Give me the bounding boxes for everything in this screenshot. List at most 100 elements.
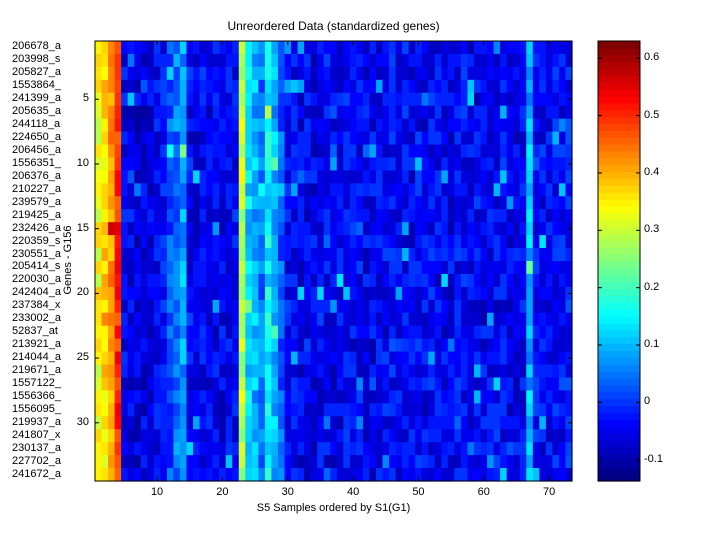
heatmap-cell (421, 261, 429, 275)
heatmap-cell (297, 196, 305, 210)
heatmap-cell (147, 105, 155, 120)
heatmap-cell (493, 53, 501, 68)
heatmap-cell (121, 390, 129, 404)
heatmap-cell (467, 183, 475, 197)
heatmap-cell (382, 53, 390, 68)
heatmap-cell (389, 222, 397, 236)
heatmap-cell (206, 66, 214, 81)
heatmap-cell (480, 209, 488, 223)
heatmap-cell (101, 351, 109, 366)
heatmap-cell (297, 390, 305, 404)
heatmap-cell (140, 170, 148, 184)
heatmap-cell (395, 455, 403, 469)
heatmap-cell (114, 261, 122, 275)
heatmap-cell (251, 66, 259, 81)
heatmap-cell (467, 66, 475, 81)
heatmap-cell (121, 196, 129, 210)
heatmap-cell (382, 222, 390, 236)
heatmap-cell (297, 416, 305, 430)
heatmap-cell (545, 144, 553, 159)
heatmap-cell (271, 53, 279, 68)
heatmap-cell (199, 312, 207, 327)
colorbar-swatch (598, 364, 640, 372)
heatmap-cell (108, 351, 116, 366)
heatmap-cell (121, 338, 129, 353)
heatmap-cell (473, 131, 482, 146)
heatmap-cell (558, 157, 567, 172)
heatmap-cell (232, 53, 240, 68)
heatmap-cell (304, 53, 312, 68)
heatmap-cell (166, 299, 175, 314)
heatmap-cell (395, 261, 403, 275)
heatmap-cell (199, 325, 207, 340)
colorbar-swatch (598, 329, 640, 338)
heatmap-cell (382, 403, 390, 417)
heatmap-cell (108, 222, 116, 236)
heatmap-cell (317, 92, 325, 107)
heatmap-cell (552, 222, 560, 236)
heatmap-cell (545, 351, 553, 366)
heatmap-cell (264, 261, 273, 275)
heatmap-cell (186, 429, 194, 443)
heatmap-cell (375, 429, 384, 443)
heatmap-cell (101, 92, 109, 107)
heatmap-cell (532, 79, 540, 94)
heatmap-cell (284, 41, 292, 55)
heatmap-cell (421, 429, 429, 443)
heatmap-cell (212, 429, 220, 443)
heatmap-cell (212, 79, 220, 94)
heatmap-cell (232, 338, 240, 353)
heatmap-cell (487, 325, 495, 340)
heatmap-cell (173, 364, 181, 379)
heatmap-cell (441, 261, 449, 275)
heatmap-cell (277, 390, 286, 404)
heatmap-cell (349, 261, 357, 275)
heatmap-cell (447, 53, 455, 68)
heatmap-cell (134, 455, 142, 469)
heatmap-cell (186, 273, 194, 288)
heatmap-cell (421, 325, 429, 340)
heatmap-cell (526, 66, 534, 81)
heatmap-cell (108, 170, 116, 184)
heatmap-cell (179, 351, 188, 366)
heatmap-cell (160, 416, 168, 430)
heatmap-cell (95, 209, 103, 223)
heatmap-cell (173, 312, 181, 327)
heatmap-cell (532, 286, 540, 301)
heatmap-cell (506, 92, 514, 107)
heatmap-cell (101, 131, 109, 146)
row-label: 241807_x (12, 428, 61, 441)
heatmap-cell (153, 53, 161, 68)
heatmap-cell (271, 286, 279, 301)
heatmap-cell (271, 429, 279, 443)
heatmap-cell (565, 183, 573, 197)
heatmap-cell (101, 286, 109, 301)
heatmap-cell (343, 455, 351, 469)
heatmap-cell (415, 196, 423, 210)
heatmap-cell (140, 299, 148, 314)
heatmap-cell (460, 79, 469, 94)
heatmap-cell (441, 455, 449, 469)
heatmap-cell (238, 196, 246, 210)
heatmap-cell (362, 144, 371, 159)
heatmap-cell (343, 118, 351, 133)
colorbar-swatch (598, 446, 640, 455)
heatmap-cell (245, 403, 253, 417)
heatmap-cell (513, 66, 521, 81)
heatmap-cell (238, 235, 246, 249)
heatmap-cell (114, 157, 122, 172)
heatmap-cell (323, 364, 331, 379)
heatmap-cell (500, 364, 508, 379)
heatmap-cell (336, 286, 344, 301)
heatmap-cell (526, 53, 534, 68)
heatmap-cell (251, 235, 259, 249)
heatmap-cell (389, 118, 397, 133)
heatmap-cell (375, 105, 384, 120)
heatmap-cell (245, 170, 253, 184)
heatmap-cell (186, 170, 194, 184)
heatmap-cell (323, 222, 331, 236)
heatmap-cell (454, 144, 462, 159)
colorbar-swatch (598, 343, 640, 351)
heatmap-cell (382, 183, 390, 197)
heatmap-cell (552, 248, 560, 262)
